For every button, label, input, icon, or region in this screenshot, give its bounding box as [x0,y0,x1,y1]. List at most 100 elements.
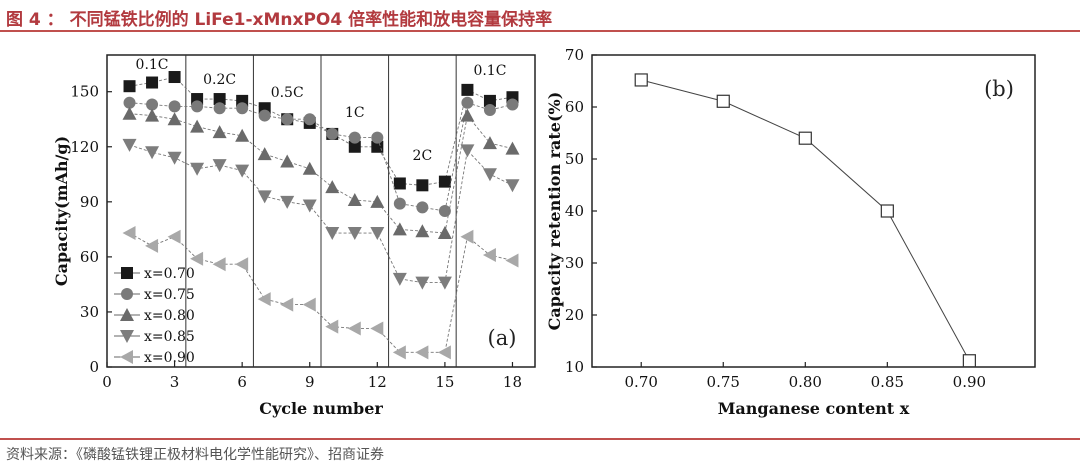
data-point-x=0.75 [483,104,496,117]
data-point-x=0.90 [212,257,226,272]
data-point-x=0.75 [168,100,181,113]
data-point-x=0.85 [325,227,340,241]
data-point-x=0.85 [280,195,295,209]
data-point-x=0.70 [348,140,361,153]
data-point-x=0.80 [325,180,340,194]
legend-marker [121,288,133,300]
legend-marker [121,267,133,279]
x-tick-label-a: 9 [305,373,315,391]
data-point-x=0.80 [482,136,497,150]
y-tick-label-a: 30 [80,303,99,321]
data-point-x=0.80 [280,154,295,168]
footer-divider [0,438,1080,440]
source-note: 资料来源：《磷酸锰铁锂正极材料电化学性能研究》、招商证券 [6,447,384,463]
y-axis-label-b: Capacity retention rate(%) [545,92,564,331]
data-point-x=0.85 [212,159,227,173]
y-tick-label-b: 10 [565,358,584,376]
x-tick-label-a: 12 [368,373,387,391]
y-tick-label-b: 60 [565,98,584,116]
x-tick-label-a: 15 [435,373,454,391]
y-tick-label-a: 0 [89,358,99,376]
header-divider [0,30,1080,32]
y-tick-label-b: 40 [565,202,584,220]
data-point-x=0.75 [123,96,136,109]
rate-label: 1C [345,105,365,121]
data-point-x=0.90 [145,238,159,253]
data-point-x=0.90 [482,248,496,263]
y-axis-label-a: Capacity(mAh/g) [52,136,71,286]
rate-label: 0.1C [136,57,169,73]
y-tick-label-a: 150 [70,83,99,101]
x-tick-label-b: 0.85 [871,373,904,391]
data-point-x=0.80 [235,128,250,142]
data-point-x=0.90 [257,292,271,307]
figure-title: 图 4 ： 不同锰铁比例的 LiFe1-xMnxPO4 倍率性能和放电容量保持率 [6,10,553,30]
y-tick-label-b: 20 [565,306,584,324]
data-point-x=0.70 [123,80,136,93]
data-point-x=0.90 [167,229,181,244]
rate-label: 0.2C [203,72,236,88]
legend-entry: x=0.75 [144,287,195,303]
retention-point [716,94,730,108]
data-point-x=0.85 [415,276,430,290]
data-point-x=0.85 [482,168,497,182]
data-point-x=0.85 [302,199,317,213]
data-point-x=0.90 [392,345,406,360]
data-point-x=0.80 [212,125,227,139]
data-point-x=0.85 [122,138,137,152]
figure-header: 图 4 ： 不同锰铁比例的 LiFe1-xMnxPO4 倍率性能和放电容量保持率 [0,0,1080,34]
data-point-x=0.75 [258,109,271,122]
x-tick-label-a: 6 [237,373,247,391]
data-point-x=0.85 [145,146,160,160]
legend-marker [120,350,133,364]
legend-marker [120,330,134,343]
series-line-x=0.75 [129,102,513,212]
data-point-x=0.70 [438,175,451,188]
y-tick-label-b: 30 [565,254,584,272]
data-point-x=0.90 [437,345,451,360]
data-point-x=0.85 [190,162,205,176]
data-point-x=0.70 [213,93,226,106]
y-tick-label-a: 90 [80,193,99,211]
legend-entry: x=0.85 [144,329,195,345]
data-point-x=0.70 [146,76,159,89]
data-point-x=0.75 [236,102,249,115]
data-point-x=0.80 [190,119,205,133]
data-point-x=0.80 [347,192,362,206]
data-point-x=0.80 [370,194,385,208]
rate-label: 0.5C [271,85,304,101]
data-point-x=0.90 [235,257,249,272]
data-point-x=0.90 [505,253,519,268]
data-point-x=0.90 [347,321,361,336]
retention-point [634,73,648,87]
data-point-x=0.75 [191,100,204,113]
data-point-x=0.90 [460,229,474,244]
data-point-x=0.80 [145,108,160,122]
data-point-x=0.75 [371,131,384,144]
plot-frame-b [591,54,1036,368]
data-point-x=0.80 [505,141,520,155]
retention-line [641,79,970,362]
x-tick-label-b: 0.90 [953,373,986,391]
x-tick-label-a: 0 [102,373,112,391]
data-point-x=0.90 [122,226,136,241]
data-point-x=0.85 [370,227,385,241]
data-point-x=0.90 [415,345,429,360]
data-point-x=0.75 [326,127,339,140]
data-point-x=0.85 [347,227,362,241]
panel-label-a: (a) [488,326,517,350]
data-point-x=0.75 [303,113,316,126]
data-point-x=0.80 [122,106,137,120]
data-point-x=0.70 [168,71,181,84]
x-axis-label-a: Cycle number [259,399,383,418]
y-tick-label-b: 70 [565,46,584,64]
data-point-x=0.75 [461,96,474,109]
data-point-x=0.75 [393,197,406,210]
data-point-x=0.75 [213,102,226,115]
data-point-x=0.70 [393,177,406,190]
data-point-x=0.80 [302,161,317,175]
x-tick-label-a: 3 [170,373,180,391]
data-point-x=0.75 [506,98,519,111]
x-tick-label-b: 0.80 [789,373,822,391]
